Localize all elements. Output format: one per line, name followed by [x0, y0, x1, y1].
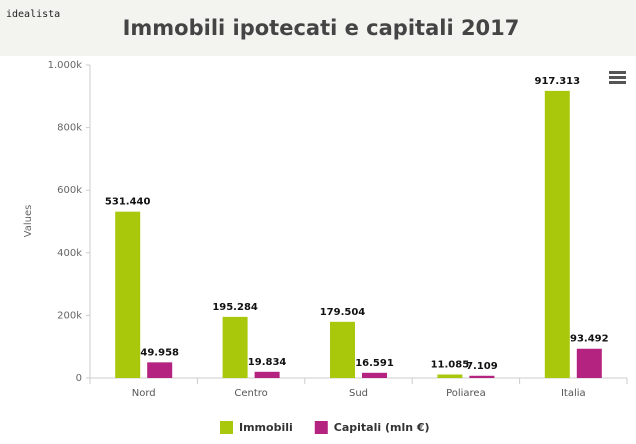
x-tick-label: Italia: [561, 388, 586, 399]
value-label: 179.504: [320, 307, 366, 318]
value-label: 19.834: [248, 357, 287, 368]
value-label: 917.313: [535, 76, 581, 87]
bar: [576, 348, 602, 378]
legend-swatch: [314, 421, 328, 434]
legend-entry: Immobili: [239, 421, 293, 434]
value-label: 195.284: [212, 302, 258, 313]
value-label: 16.591: [355, 358, 394, 369]
bar: [362, 372, 387, 378]
brand: idealista: [6, 9, 60, 20]
x-tick-label: Sud: [349, 388, 368, 399]
y-axis-label: Values: [23, 205, 34, 238]
y-tick-label: 600k: [57, 185, 82, 196]
y-tick-label: 1.000k: [48, 60, 83, 71]
bar: [437, 374, 463, 378]
x-tick-label: Poliarea: [446, 388, 486, 399]
value-label: 531.440: [105, 197, 151, 208]
bar: [222, 316, 248, 378]
y-tick-label: 400k: [57, 248, 82, 259]
menu-bar[interactable]: [609, 81, 626, 84]
value-label: 49.958: [140, 347, 179, 358]
value-label: 11.085: [431, 360, 470, 371]
bar: [147, 362, 173, 378]
legend-entry: Capitali (mln €): [334, 421, 430, 434]
x-tick-label: Nord: [132, 388, 156, 399]
y-tick-label: 200k: [57, 310, 82, 321]
y-tick-label: 800k: [57, 123, 82, 134]
bar: [469, 375, 495, 378]
x-tick-label: Centro: [234, 388, 267, 399]
bar: [254, 371, 280, 378]
menu-icon[interactable]: [609, 71, 626, 84]
menu-bar[interactable]: [609, 71, 626, 74]
legend-swatch: [220, 421, 233, 434]
value-label: 7.109: [466, 361, 498, 372]
bar: [115, 211, 141, 378]
y-tick-label: 0: [76, 373, 82, 384]
bar: [330, 321, 355, 378]
bar: [544, 90, 570, 378]
chart-title: Immobili ipotecati e capitali 2017: [123, 16, 520, 40]
menu-bar[interactable]: [609, 76, 626, 79]
value-label: 93.492: [570, 334, 609, 345]
header-background: [0, 0, 636, 56]
